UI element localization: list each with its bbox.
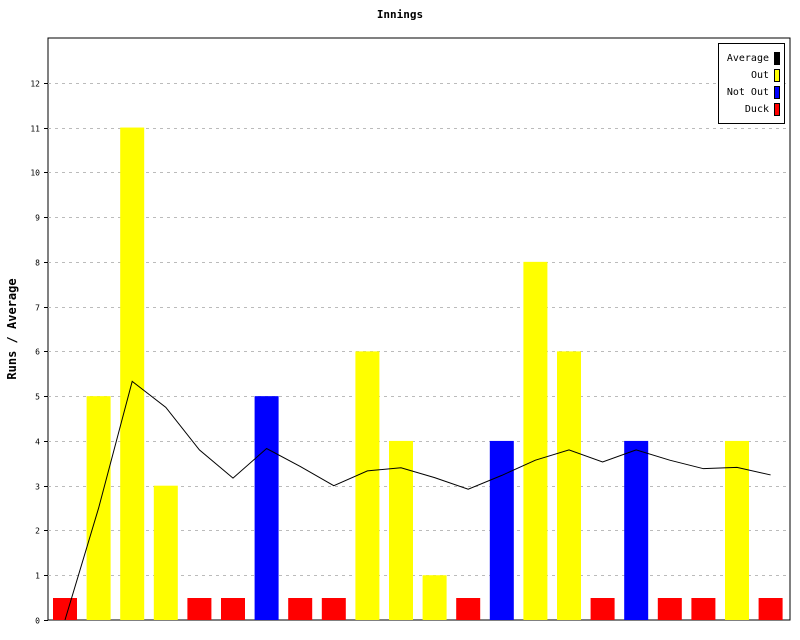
average-line bbox=[64, 380, 771, 621]
y-tick-label-11: 11 bbox=[30, 125, 40, 134]
legend-label-not-out: Not Out bbox=[726, 86, 769, 98]
y-tick-label-4: 4 bbox=[35, 438, 40, 447]
bar-innings-4 bbox=[153, 485, 178, 620]
bar-innings-8 bbox=[288, 598, 313, 620]
legend-label-duck: Duck bbox=[744, 103, 769, 115]
bar-innings-22 bbox=[758, 598, 783, 620]
legend-label-average: Average bbox=[726, 52, 769, 64]
y-tick-label-7: 7 bbox=[35, 304, 40, 313]
bar-innings-3 bbox=[120, 127, 145, 621]
bar-innings-15 bbox=[523, 261, 548, 620]
bar-innings-17 bbox=[590, 598, 615, 620]
y-tick-label-8: 8 bbox=[35, 259, 40, 268]
y-tick-label-6: 6 bbox=[35, 348, 40, 357]
y-tick-label-9: 9 bbox=[35, 214, 40, 223]
bar-innings-6 bbox=[221, 598, 245, 620]
bar-innings-7 bbox=[254, 396, 279, 620]
chart-legend: Average Out Not Out Duck bbox=[718, 43, 785, 124]
y-tick-label-3: 3 bbox=[35, 483, 40, 492]
y-tick-label-0: 0 bbox=[35, 617, 40, 626]
legend-swatch-not-out bbox=[774, 85, 780, 99]
bar-innings-1 bbox=[53, 598, 77, 620]
y-tick-label-5: 5 bbox=[35, 393, 40, 402]
bar-innings-11 bbox=[389, 440, 413, 620]
legend-swatch-duck bbox=[774, 102, 780, 116]
legend-item-average: Average bbox=[727, 51, 780, 65]
bar-innings-14 bbox=[489, 440, 514, 620]
bar-innings-20 bbox=[691, 598, 716, 620]
y-tick-label-12: 12 bbox=[30, 80, 40, 89]
bar-innings-21 bbox=[725, 440, 749, 620]
legend-swatch-average bbox=[774, 51, 780, 65]
bar-innings-10 bbox=[355, 351, 380, 620]
y-tick-label-10: 10 bbox=[30, 169, 40, 178]
bar-innings-16 bbox=[557, 351, 581, 620]
bar-innings-13 bbox=[456, 598, 481, 620]
legend-item-not-out: Not Out bbox=[727, 85, 780, 99]
chart-title: Innings bbox=[376, 8, 424, 21]
plot-frame bbox=[47, 37, 791, 621]
bar-innings-18 bbox=[624, 440, 649, 620]
legend-swatch-out bbox=[774, 68, 780, 82]
bar-innings-12 bbox=[422, 575, 447, 620]
legend-label-out: Out bbox=[750, 69, 769, 81]
bar-innings-5 bbox=[187, 598, 212, 620]
y-tick-label-1: 1 bbox=[35, 572, 40, 581]
bar-innings-9 bbox=[321, 598, 346, 620]
legend-item-duck: Duck bbox=[745, 102, 780, 116]
y-tick-label-2: 2 bbox=[35, 527, 40, 536]
legend-item-out: Out bbox=[751, 68, 780, 82]
bar-innings-19 bbox=[657, 598, 682, 620]
